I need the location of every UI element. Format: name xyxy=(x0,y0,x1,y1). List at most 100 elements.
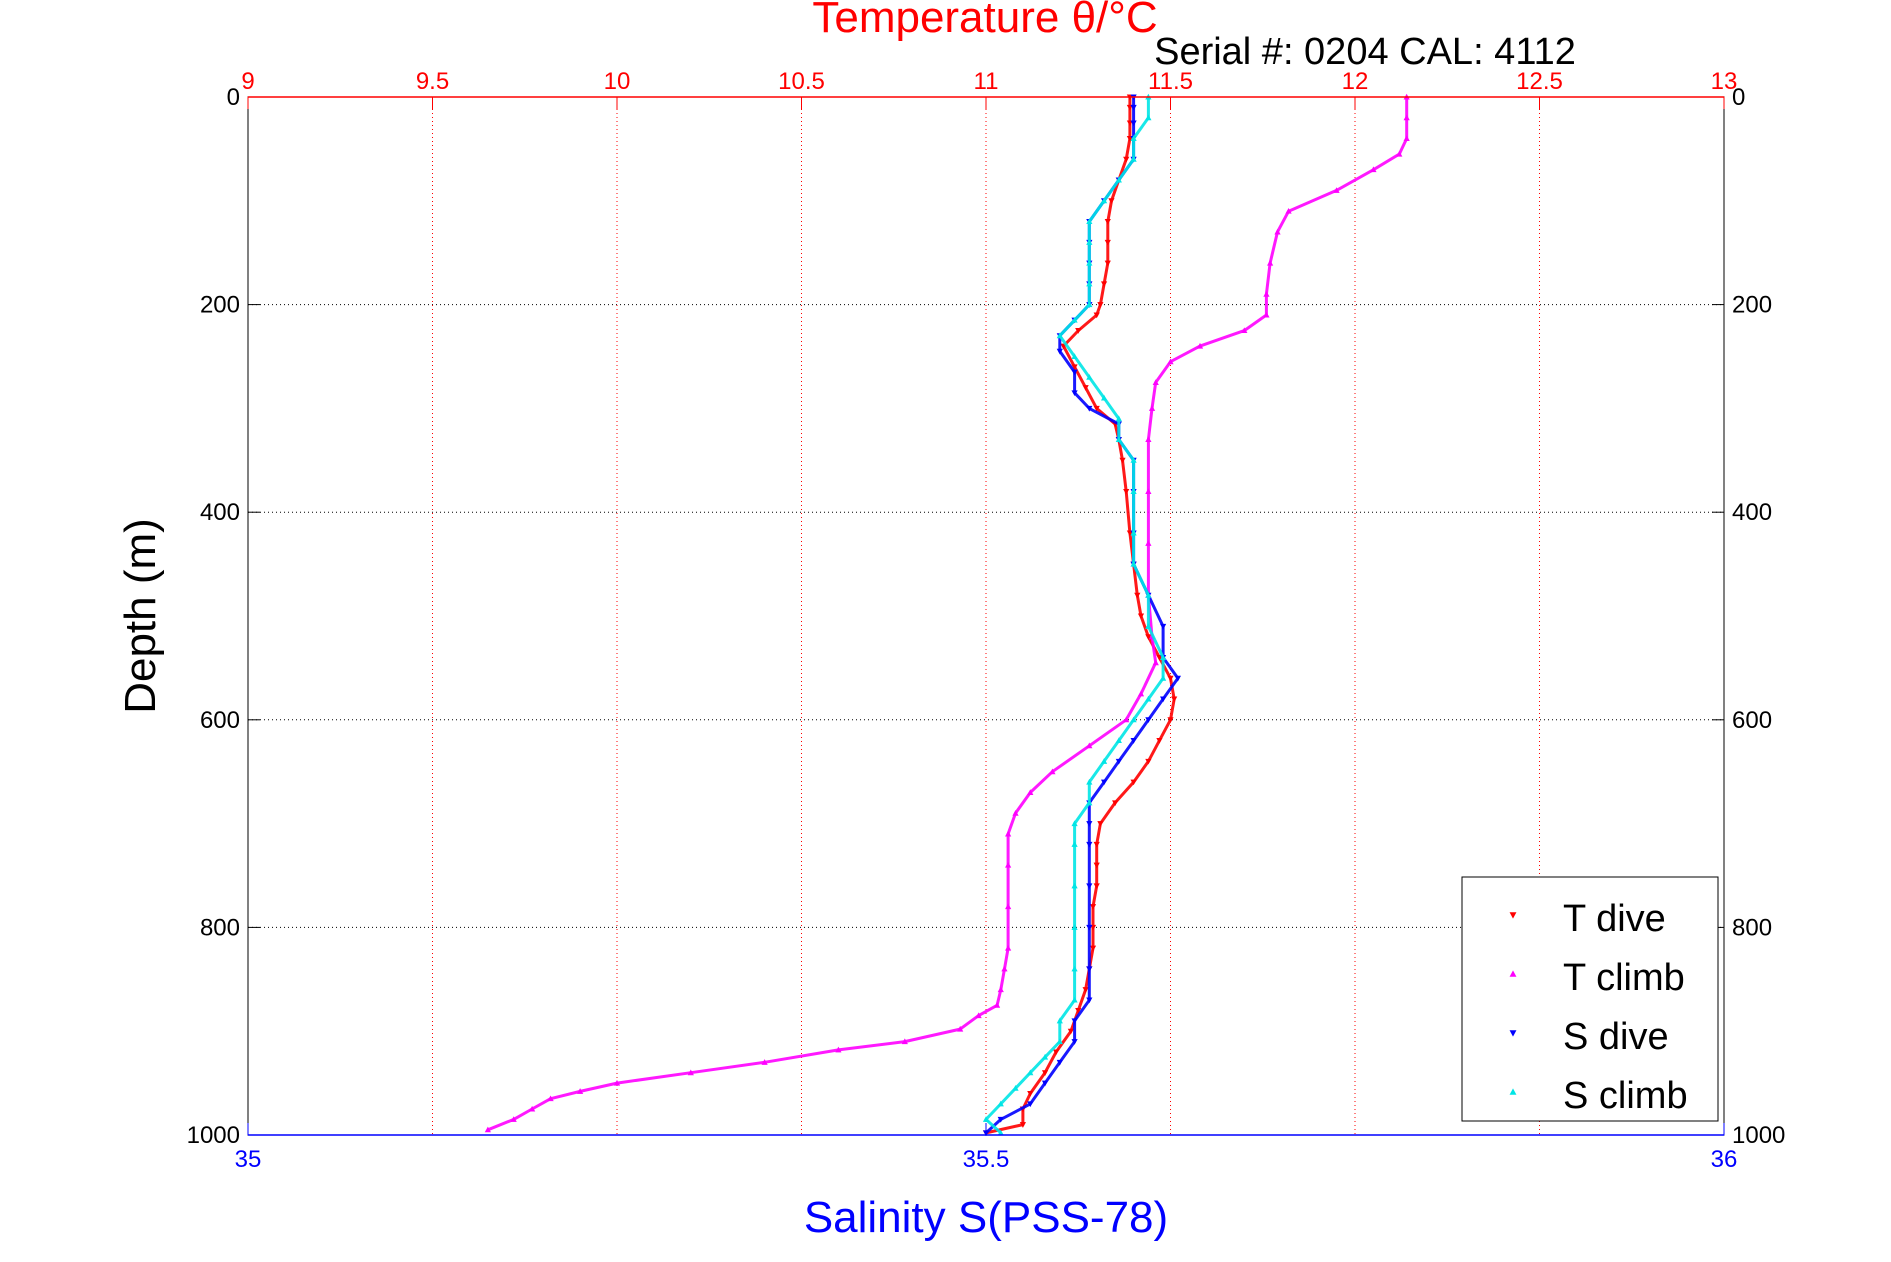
legend-marker xyxy=(1509,912,1517,919)
data-point xyxy=(1167,675,1174,682)
data-point xyxy=(1126,120,1134,127)
legend-label: S climb xyxy=(1563,1075,1688,1117)
data-point xyxy=(1056,332,1063,339)
data-point xyxy=(1071,841,1078,847)
x-top-tick-label: 11 xyxy=(974,68,999,95)
x-top-tick-label: 9 xyxy=(241,68,254,95)
data-point xyxy=(1137,613,1145,620)
data-point xyxy=(1403,135,1410,142)
series-trace xyxy=(985,97,1176,1135)
data-point xyxy=(1148,405,1156,411)
data-point xyxy=(1086,997,1093,1004)
data-point xyxy=(1100,281,1108,288)
data-point xyxy=(1152,659,1159,666)
data-point xyxy=(1089,904,1097,910)
data-point xyxy=(1005,830,1012,837)
data-point xyxy=(1086,742,1093,749)
data-point xyxy=(1115,436,1122,443)
y-tick-label-right: 0 xyxy=(1732,84,1745,111)
y-tick-label-left: 200 xyxy=(200,292,240,319)
y-tick-label-right: 400 xyxy=(1732,499,1772,526)
data-point xyxy=(1093,841,1100,848)
data-point xyxy=(1071,369,1078,376)
data-point xyxy=(1071,1039,1078,1045)
y-tick-label-left: 600 xyxy=(200,707,240,734)
data-point xyxy=(761,1059,768,1065)
data-point xyxy=(1071,316,1078,323)
data-point xyxy=(1071,364,1078,371)
data-point xyxy=(1086,259,1093,266)
x-axis-bottom-label: Salinity S(PSS-78) xyxy=(804,1193,1168,1242)
data-point xyxy=(1012,1085,1019,1091)
data-point xyxy=(1130,716,1137,723)
data-point xyxy=(1130,779,1137,786)
data-point xyxy=(1145,540,1152,546)
data-point xyxy=(1097,821,1104,827)
data-point xyxy=(1108,198,1115,205)
data-point xyxy=(1145,623,1152,629)
x-bottom-tick-label: 35.5 xyxy=(963,1146,1010,1173)
y-tick-label-left: 800 xyxy=(200,914,240,941)
data-point xyxy=(1071,1018,1078,1025)
data-point xyxy=(1160,654,1167,661)
data-point xyxy=(1027,1069,1034,1076)
data-point xyxy=(1156,655,1163,661)
x-top-tick-label: 12 xyxy=(1342,68,1369,95)
data-point xyxy=(1086,821,1093,827)
y-tick-label-left: 0 xyxy=(227,84,240,111)
data-point xyxy=(1086,924,1093,931)
data-point xyxy=(1086,280,1093,287)
data-point xyxy=(1097,302,1104,308)
data-point xyxy=(1263,311,1270,318)
data-point xyxy=(1086,778,1093,785)
data-point xyxy=(1086,218,1093,225)
data-point xyxy=(1196,342,1204,349)
data-point xyxy=(1012,809,1019,816)
data-point xyxy=(1071,390,1078,397)
chart-title: Temperature θ/°C xyxy=(812,0,1157,42)
data-point xyxy=(510,1116,517,1122)
data-point xyxy=(1396,150,1403,157)
data-point xyxy=(1274,228,1281,235)
data-point xyxy=(1115,737,1122,744)
data-point xyxy=(982,1116,990,1122)
y-tick-label-right: 600 xyxy=(1732,707,1772,734)
y-axis-label: Depth (m) xyxy=(116,518,165,714)
data-point xyxy=(1100,758,1108,764)
chart-subtitle: Serial #: 0204 CAL: 4112 xyxy=(1154,31,1576,73)
data-point xyxy=(1403,114,1410,121)
data-point xyxy=(1115,176,1122,183)
legend-marker xyxy=(1509,970,1517,977)
data-point xyxy=(1100,197,1108,204)
data-point xyxy=(1086,374,1093,380)
axes-layer: 0 0 200 200 400 400 600 600 800 800 1000 1000 9 9.5 10… xyxy=(187,68,1786,1173)
data-point xyxy=(1123,716,1130,723)
data-point xyxy=(1126,104,1134,111)
y-tick-label-right: 800 xyxy=(1732,914,1772,941)
x-top-tick-label: 13 xyxy=(1711,68,1738,95)
data-point xyxy=(1056,348,1063,355)
data-point xyxy=(1134,592,1141,599)
data-point xyxy=(1086,841,1093,848)
data-point xyxy=(1093,312,1100,319)
y-tick-label-left: 1000 xyxy=(187,1122,240,1149)
data-point xyxy=(1160,623,1167,630)
y-tick-label-right: 1000 xyxy=(1732,1122,1785,1149)
x-bottom-tick-label: 36 xyxy=(1711,1146,1738,1173)
data-point xyxy=(1171,696,1178,703)
data-point xyxy=(1075,1007,1082,1014)
data-point xyxy=(1093,405,1100,412)
data-point xyxy=(1123,156,1130,163)
x-top-tick-label: 10 xyxy=(604,68,631,95)
data-point xyxy=(1086,883,1093,890)
data-point xyxy=(1093,862,1100,869)
x-top-tick-label: 11.5 xyxy=(1148,68,1193,95)
data-point xyxy=(1071,882,1078,889)
data-point xyxy=(1145,717,1152,724)
data-point xyxy=(975,1012,982,1019)
data-point xyxy=(1041,1053,1049,1060)
data-point xyxy=(1056,1059,1063,1066)
data-point xyxy=(1071,820,1078,827)
data-point xyxy=(1005,861,1012,868)
data-point xyxy=(547,1095,554,1102)
